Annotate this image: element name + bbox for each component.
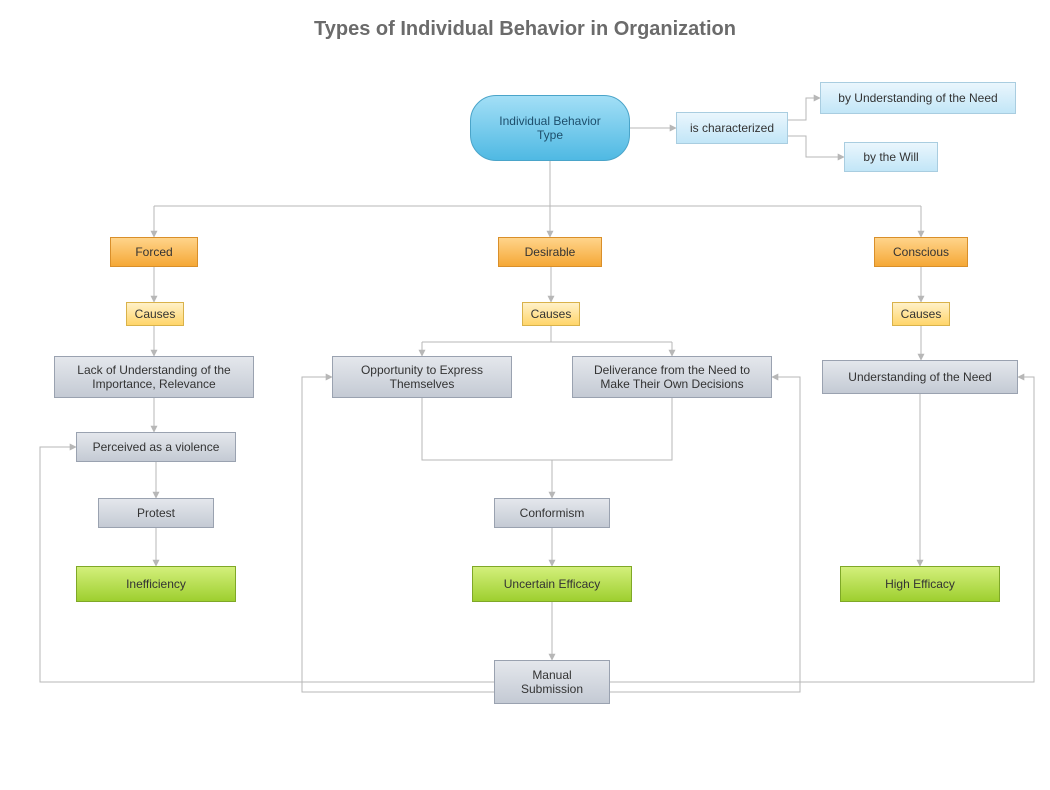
node-protest-label: Protest bbox=[137, 506, 175, 520]
node-desirable: Desirable bbox=[498, 237, 602, 267]
node-manual: ManualSubmission bbox=[494, 660, 610, 704]
node-by_need: by Understanding of the Need bbox=[820, 82, 1016, 114]
node-causes_r: Causes bbox=[892, 302, 950, 326]
node-understand: Understanding of the Need bbox=[822, 360, 1018, 394]
edge-1 bbox=[788, 98, 820, 120]
node-perceived-label: Perceived as a violence bbox=[93, 440, 220, 454]
node-uncert: Uncertain Efficacy bbox=[472, 566, 632, 602]
edge-2 bbox=[788, 136, 844, 157]
node-by_need-label: by Understanding of the Need bbox=[838, 91, 997, 105]
node-is_char-label: is characterized bbox=[690, 121, 774, 135]
node-forced-label: Forced bbox=[135, 245, 172, 259]
edge-29 bbox=[610, 377, 1034, 682]
node-causes_r-label: Causes bbox=[901, 307, 942, 321]
node-causes_l-label: Causes bbox=[135, 307, 176, 321]
node-causes_m-label: Causes bbox=[531, 307, 572, 321]
node-high-label: High Efficacy bbox=[885, 577, 955, 591]
node-forced: Forced bbox=[110, 237, 198, 267]
node-lack-label: Lack of Understanding of theImportance, … bbox=[77, 363, 230, 391]
node-deliverance-label: Deliverance from the Need toMake Their O… bbox=[594, 363, 750, 391]
node-ineff-label: Inefficiency bbox=[126, 577, 186, 591]
node-main: Individual BehaviorType bbox=[470, 95, 630, 161]
node-perceived: Perceived as a violence bbox=[76, 432, 236, 462]
edge-27 bbox=[302, 377, 494, 692]
edge-21 bbox=[552, 398, 672, 460]
node-conscious-label: Conscious bbox=[893, 245, 949, 259]
node-conformism-label: Conformism bbox=[520, 506, 585, 520]
node-desirable-label: Desirable bbox=[525, 245, 576, 259]
node-high: High Efficacy bbox=[840, 566, 1000, 602]
node-is_char: is characterized bbox=[676, 112, 788, 144]
node-causes_m: Causes bbox=[522, 302, 580, 326]
node-protest: Protest bbox=[98, 498, 214, 528]
edge-26 bbox=[40, 447, 494, 682]
node-ineff: Inefficiency bbox=[76, 566, 236, 602]
node-manual-label: ManualSubmission bbox=[521, 668, 583, 696]
node-conscious: Conscious bbox=[874, 237, 968, 267]
node-deliverance: Deliverance from the Need toMake Their O… bbox=[572, 356, 772, 398]
page-title: Types of Individual Behavior in Organiza… bbox=[0, 18, 1050, 41]
node-understand-label: Understanding of the Need bbox=[848, 370, 991, 384]
node-main-label: Individual BehaviorType bbox=[499, 114, 600, 142]
node-causes_l: Causes bbox=[126, 302, 184, 326]
edge-28 bbox=[610, 377, 800, 692]
node-conformism: Conformism bbox=[494, 498, 610, 528]
node-lack: Lack of Understanding of theImportance, … bbox=[54, 356, 254, 398]
node-opportunity: Opportunity to ExpressThemselves bbox=[332, 356, 512, 398]
node-by_will-label: by the Will bbox=[863, 150, 918, 164]
node-by_will: by the Will bbox=[844, 142, 938, 172]
edge-20 bbox=[422, 398, 552, 460]
node-opportunity-label: Opportunity to ExpressThemselves bbox=[361, 363, 483, 391]
node-uncert-label: Uncertain Efficacy bbox=[504, 577, 601, 591]
